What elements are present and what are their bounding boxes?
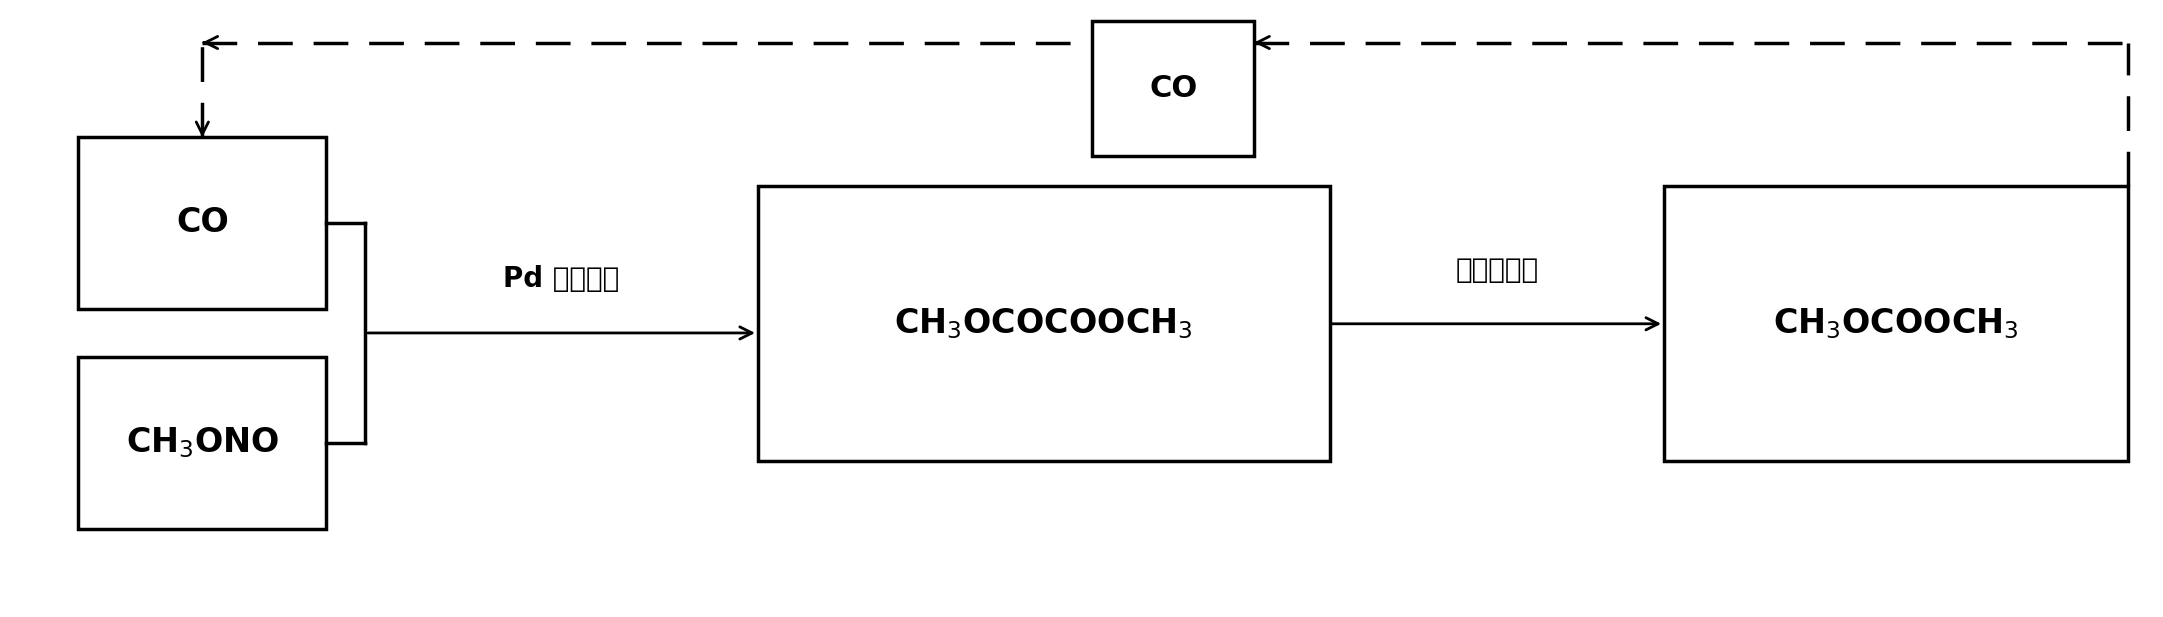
Bar xyxy=(78,138,327,308)
Text: CH$_3$OCOCOOCH$_3$: CH$_3$OCOCOOCH$_3$ xyxy=(895,307,1194,341)
Text: 脱羰催化剂: 脱羰催化剂 xyxy=(1456,256,1538,284)
Text: CH$_3$OCOOCH$_3$: CH$_3$OCOOCH$_3$ xyxy=(1774,307,2018,341)
Bar xyxy=(1663,186,2128,462)
Text: CO: CO xyxy=(1149,74,1198,103)
Text: CO: CO xyxy=(175,207,229,239)
Bar xyxy=(1092,21,1255,155)
Text: Pd 系催化剂: Pd 系催化剂 xyxy=(504,265,619,293)
Bar xyxy=(78,357,327,529)
Text: CH$_3$ONO: CH$_3$ONO xyxy=(125,426,279,460)
Bar xyxy=(757,186,1330,462)
